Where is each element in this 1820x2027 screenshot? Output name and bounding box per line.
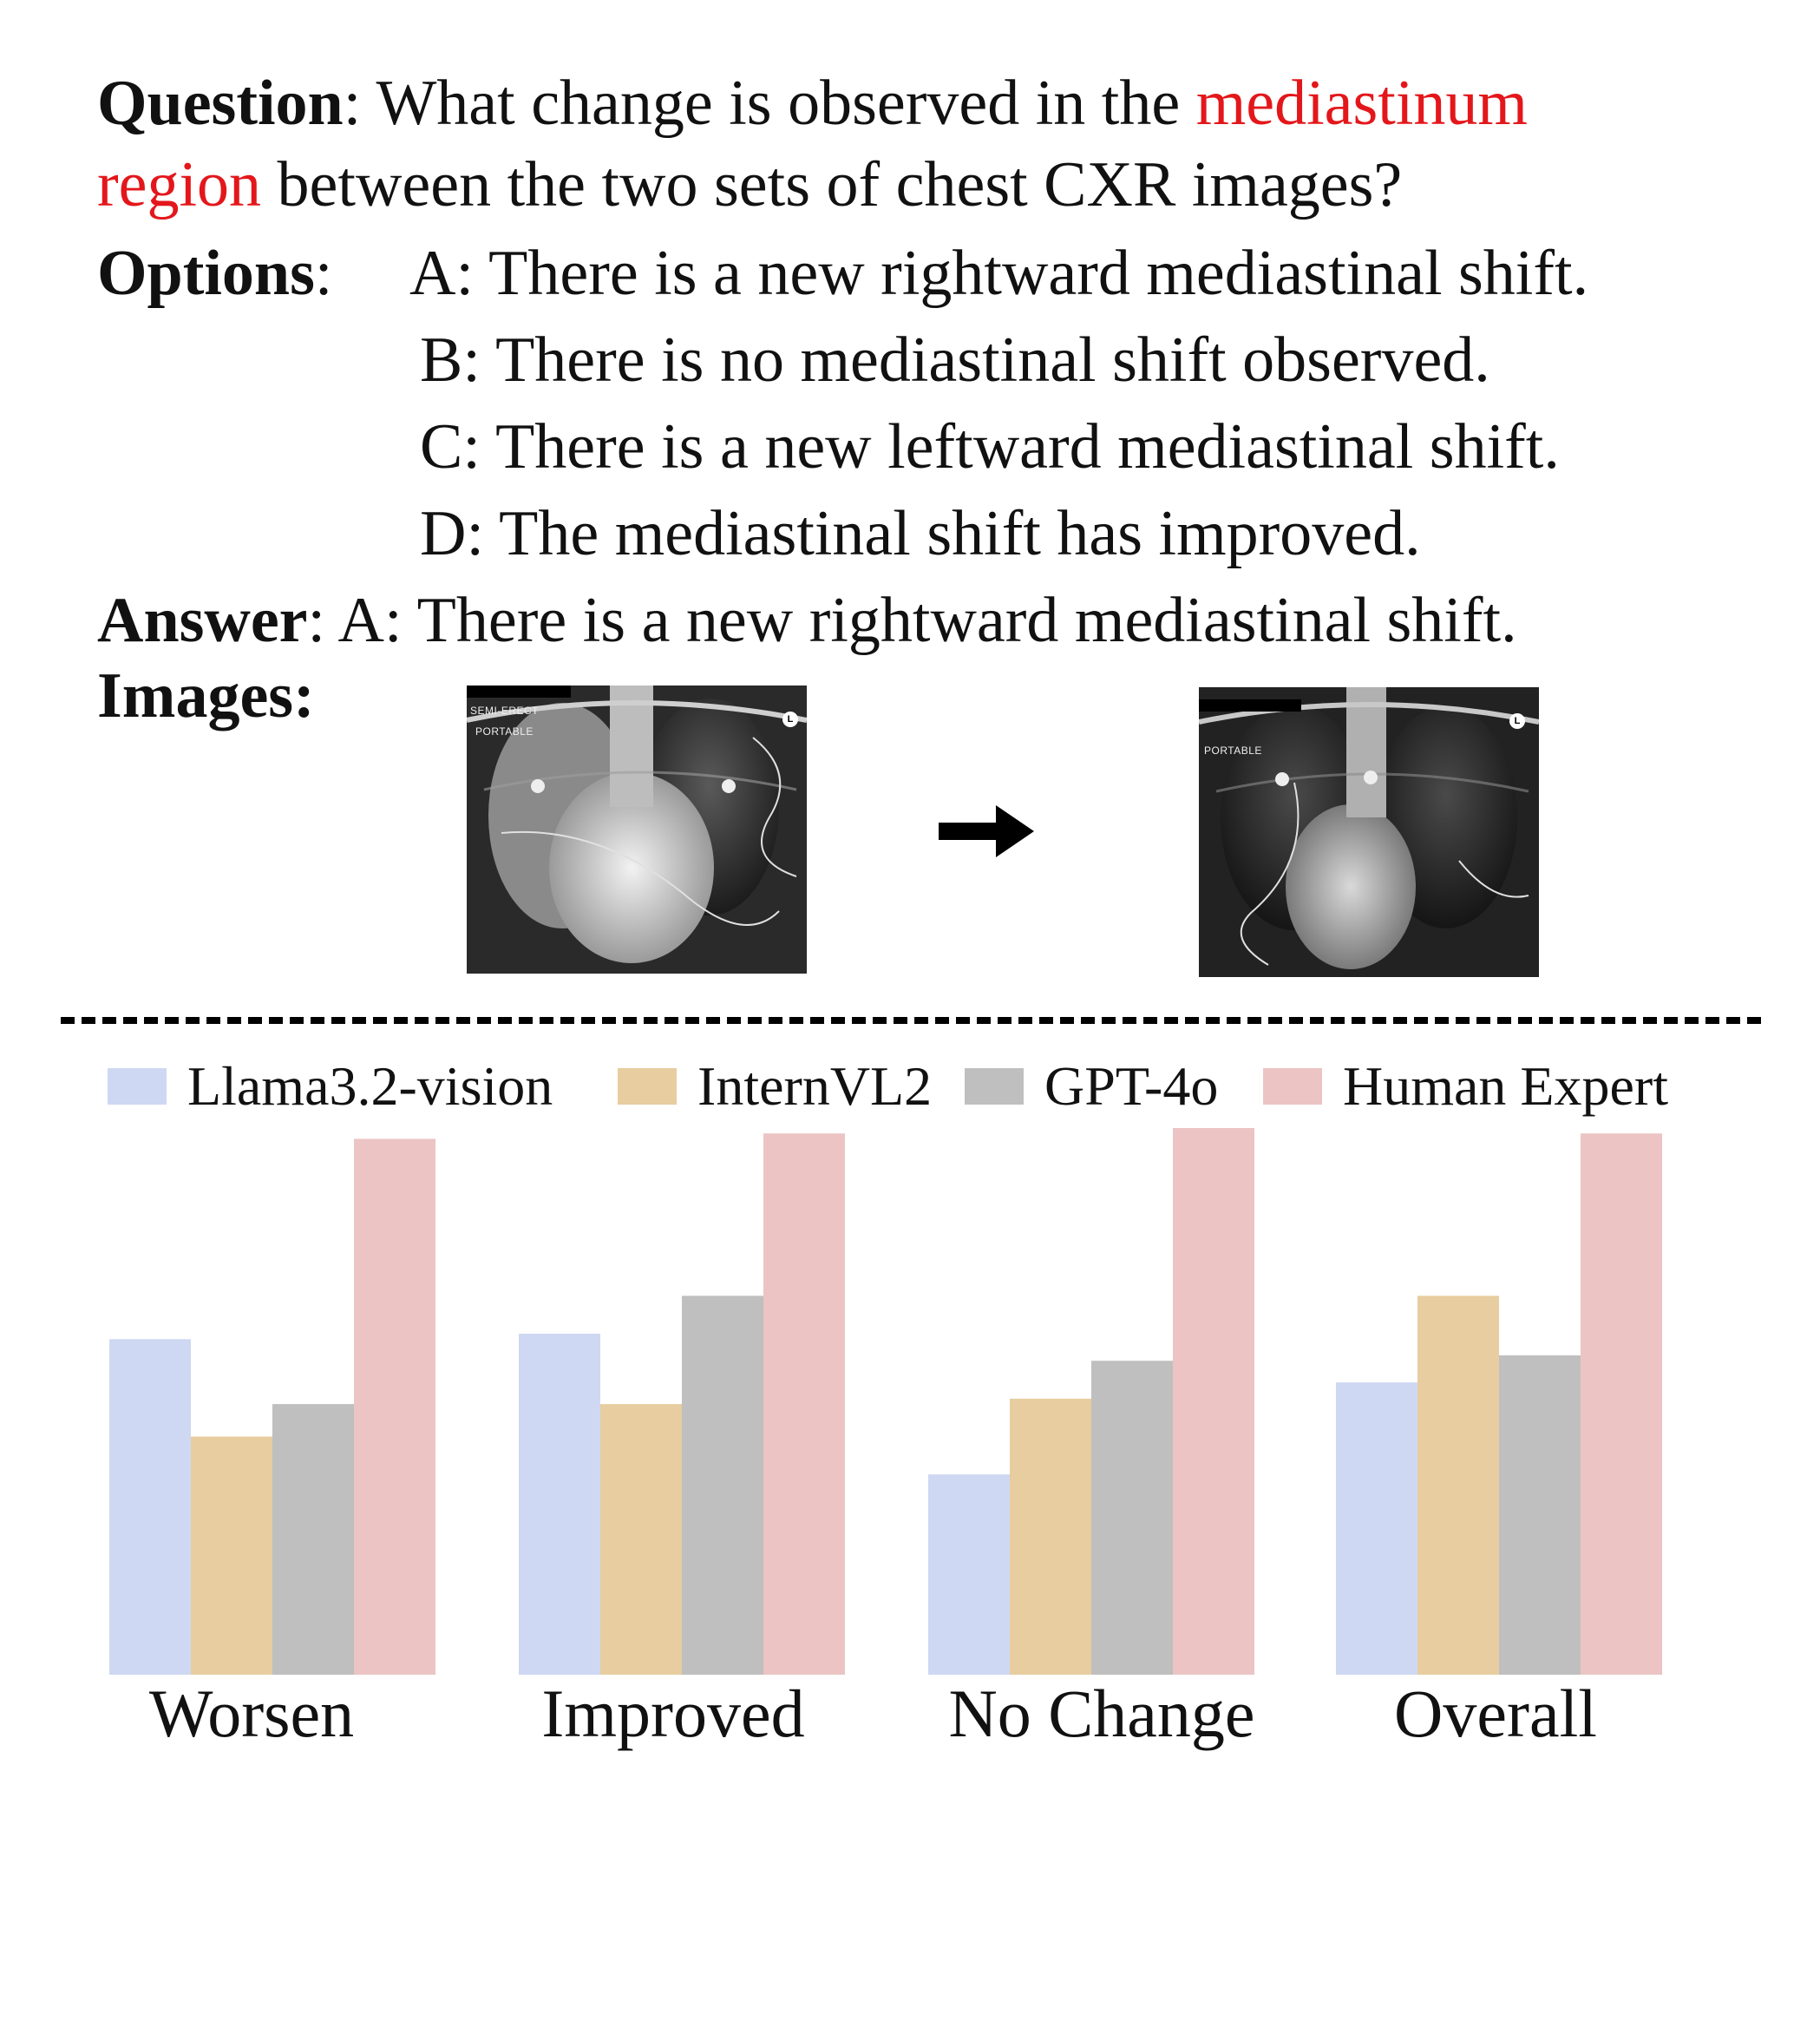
bar-overall-internvl (1417, 1296, 1499, 1675)
bar-no-change-llama (928, 1474, 1010, 1675)
bar-worsen-llama (109, 1339, 191, 1675)
answer-text: : A: There is a new rightward mediastina… (307, 585, 1517, 656)
images-label: Images: (97, 660, 315, 731)
question-text-after: between the two sets of chest CXR images… (261, 149, 1403, 220)
answer-line: Answer: A: There is a new rightward medi… (97, 578, 1517, 663)
legend-label-internvl: InternVL2 (697, 1055, 933, 1117)
cxr-after-redaction (1199, 699, 1301, 712)
category-label-no-change: No Change (948, 1676, 1255, 1751)
option-c: C: There is a new leftward mediastinal s… (420, 411, 1560, 482)
options-sep: : (314, 238, 333, 309)
bar-improved-gpt4o (682, 1296, 763, 1675)
bar-overall-gpt4o (1499, 1355, 1581, 1675)
legend-item-gpt4o: GPT-4o (965, 1055, 1218, 1117)
option-a: A: There is a new rightward mediastinal … (409, 238, 1589, 309)
bar-chart (109, 1128, 1662, 1675)
options-label: Options (97, 238, 315, 309)
answer-label: Answer (97, 585, 308, 656)
bar-improved-human (763, 1133, 845, 1675)
question-highlight-mediastinum: mediastinum (1195, 68, 1528, 139)
legend-label-human: Human Expert (1343, 1055, 1668, 1117)
legend-label-gpt4o: GPT-4o (1044, 1055, 1219, 1117)
bar-worsen-internvl (191, 1436, 272, 1675)
legend-item-llama: Llama3.2-vision (108, 1055, 553, 1117)
question-text-before: : What change is observed in the (343, 68, 1196, 139)
right-arrow-icon (939, 805, 1034, 857)
bar-no-change-internvl (1010, 1398, 1091, 1675)
cxr-before-side-marker: L (782, 712, 798, 727)
bar-no-change-human (1173, 1128, 1254, 1675)
category-label-improved: Improved (541, 1676, 805, 1751)
legend-swatch-gpt4o (965, 1068, 1024, 1105)
options-line-1: Options: (97, 231, 332, 316)
bar-worsen-human (354, 1138, 435, 1675)
question-line-1: Question: What change is observed in the… (97, 61, 1528, 146)
legend-label-llama: Llama3.2-vision (187, 1055, 553, 1117)
category-label-overall: Overall (1394, 1676, 1597, 1751)
legend-swatch-llama (108, 1068, 167, 1105)
legend-swatch-internvl (618, 1068, 677, 1105)
question-highlight-region: region (97, 149, 262, 220)
bar-overall-human (1581, 1133, 1662, 1675)
section-divider (61, 1017, 1761, 1024)
cxr-image-after: PORTABLE L (1199, 687, 1539, 977)
legend-item-human: Human Expert (1263, 1055, 1668, 1117)
question-label: Question (97, 68, 344, 139)
cxr-after-tag-1: PORTABLE (1204, 745, 1262, 757)
cxr-after-side-marker: L (1509, 713, 1525, 729)
cxr-before-drawing (467, 686, 807, 974)
cxr-image-before: SEMI-ERECT PORTABLE L (467, 686, 807, 974)
legend-swatch-human (1263, 1068, 1322, 1105)
bar-improved-llama (519, 1334, 600, 1675)
bar-no-change-gpt4o (1091, 1361, 1173, 1675)
bar-improved-internvl (600, 1404, 682, 1675)
cxr-before-redaction (467, 686, 571, 698)
option-d: D: The mediastinal shift has improved. (420, 498, 1421, 569)
category-label-worsen: Worsen (148, 1676, 355, 1751)
cxr-before-tag-1: SEMI-ERECT (470, 705, 540, 717)
option-b: B: There is no mediastinal shift observe… (420, 325, 1490, 396)
bar-worsen-gpt4o (272, 1404, 354, 1675)
bar-overall-llama (1336, 1382, 1417, 1675)
question-line-2: region between the two sets of chest CXR… (97, 142, 1402, 227)
cxr-after-drawing (1199, 687, 1539, 977)
cxr-before-tag-2: PORTABLE (475, 725, 534, 738)
legend-item-internvl: InternVL2 (618, 1055, 932, 1117)
